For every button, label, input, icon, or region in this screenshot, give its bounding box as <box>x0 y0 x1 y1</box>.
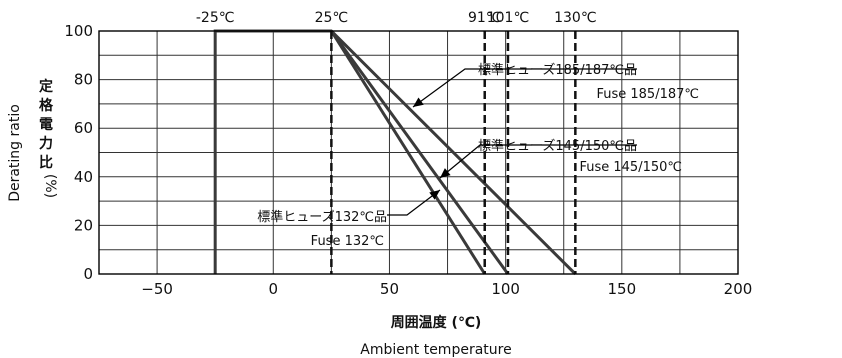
derating-curve-2 <box>330 30 486 275</box>
y-tick-label: 0 <box>83 265 93 283</box>
y-axis-label-en: Derating ratio <box>7 104 23 202</box>
plot-border <box>98 30 739 275</box>
annotation-leader-1 <box>439 144 637 179</box>
y-axis-label-unit: (%) <box>42 174 58 198</box>
y-axis-label-jp-char: 比 <box>39 154 53 171</box>
x-tick-label: −50 <box>141 280 173 298</box>
x-tick-label: 0 <box>268 280 278 298</box>
annotation-arrow-2 <box>429 190 440 200</box>
annotations: 標準ヒューズ185/187℃品 Fuse 185/187℃ 標準ヒューズ145/15… <box>257 62 699 249</box>
x-tick-label: 100 <box>491 280 520 298</box>
y-axis-label-jp-char: 定 <box>39 78 53 95</box>
y-tick-label: 40 <box>74 168 93 186</box>
annotation-leader-0 <box>412 68 637 108</box>
x-axis-label-jp: 周囲温度 (℃) <box>391 314 482 331</box>
annotation-line1-1: 標準ヒューズ145/150℃品 <box>478 138 637 154</box>
x-tick-label: 150 <box>607 280 636 298</box>
y-tick-label: 100 <box>64 22 93 40</box>
axis-labels: 周囲温度 (℃) Ambient temperature Derating ra… <box>7 78 512 358</box>
y-tick-label: 20 <box>74 216 93 234</box>
annotation-arrow-0 <box>413 97 424 107</box>
marker-label-4: 130℃ <box>554 10 596 26</box>
marker-label-3: 101℃ <box>487 10 529 26</box>
annotation-line2-1: Fuse 145/150℃ <box>579 160 682 175</box>
annotation-line1-2: 標準ヒューズ132℃品 <box>257 209 387 225</box>
marker-label-2: 91℃ <box>468 10 502 26</box>
y-tick-label: 80 <box>74 71 93 89</box>
annotation-arrow-1 <box>440 168 451 178</box>
tick-labels: −50 0 50 100 150 200 0 20 40 60 80 100 <box>64 22 752 298</box>
y-axis-label-jp-char: 電 <box>39 116 53 133</box>
x-tick-label: 50 <box>380 280 399 298</box>
annotation-line2-0: Fuse 185/187℃ <box>596 87 699 102</box>
annotation-leader-2 <box>387 189 441 216</box>
marker-label-0: -25℃ <box>196 10 235 26</box>
y-axis-label-jp-char: 力 <box>39 135 53 152</box>
annotation-line2-2: Fuse 132℃ <box>311 234 384 249</box>
y-tick-label: 60 <box>74 119 93 137</box>
y-axis-label-jp-char: 格 <box>39 97 54 114</box>
marker-label-1: 25℃ <box>315 10 349 26</box>
plot-frame <box>98 30 739 275</box>
derating-curve-1 <box>330 30 510 275</box>
annotation-line1-0: 標準ヒューズ185/187℃品 <box>478 62 637 78</box>
x-axis-label-en: Ambient temperature <box>360 342 511 358</box>
x-tick-label: 200 <box>724 280 753 298</box>
